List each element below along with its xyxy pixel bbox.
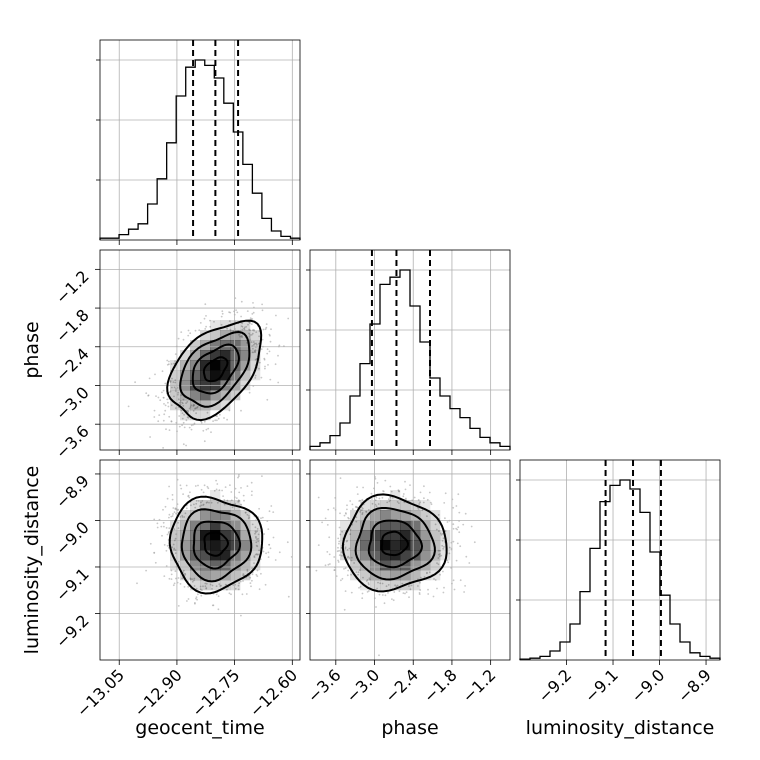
contour-line	[168, 495, 264, 595]
x-axis-label-geocent-time: geocent_time	[135, 717, 264, 739]
contour-line	[202, 356, 229, 383]
x-tick-label-phase: −1.2	[459, 665, 500, 706]
x-tick-label-geocent-time: −12.60	[246, 665, 301, 720]
y-tick-label-luminosity-distance: −9.0	[52, 518, 93, 559]
y-tick-label-phase: −3.6	[52, 422, 93, 463]
contour-line	[367, 519, 424, 569]
panel-frame-phase-vs-luminosity-distance	[309, 459, 511, 661]
hist-frame-phase	[309, 249, 511, 451]
y-axis-label-phase: phase	[21, 321, 43, 378]
panel-frame-geocent-time-vs-phase	[99, 249, 301, 451]
grid-layer	[100, 40, 720, 660]
hist-frame-luminosity-distance	[519, 459, 721, 661]
x-tick-label-luminosity-distance: −9.2	[534, 665, 575, 706]
contour-line	[380, 530, 410, 557]
x-tick-label-luminosity-distance: −8.9	[674, 665, 715, 706]
x-tick-label-luminosity-distance: −9.0	[627, 665, 668, 706]
y-tick-label-luminosity-distance: −8.9	[52, 471, 93, 512]
x-tick-label-luminosity-distance: −9.1	[581, 665, 622, 706]
y-tick-label-phase: −1.8	[52, 305, 93, 346]
contour-line	[192, 520, 242, 570]
y-tick-label-phase: −1.2	[52, 267, 93, 308]
contour-line	[203, 531, 230, 557]
y-tick-label-luminosity-distance: −9.2	[52, 611, 93, 652]
y-tick-label-luminosity-distance: −9.1	[52, 564, 93, 605]
histogram-phase	[309, 269, 511, 450]
x-tick-label-phase: −1.8	[420, 665, 461, 706]
contour-line	[179, 330, 251, 408]
y-tick-label-phase: −2.4	[52, 344, 93, 385]
y-tick-label-phase: −3.0	[52, 383, 93, 424]
panel-frame-geocent-time-vs-luminosity-distance	[99, 459, 301, 661]
x-tick-label-geocent-time: −13.05	[73, 665, 128, 720]
x-tick-label-phase: −3.0	[342, 665, 383, 706]
contour-line	[180, 508, 253, 583]
x-tick-label-phase: −2.4	[381, 665, 422, 706]
contour-line	[191, 343, 241, 395]
contour-line	[166, 319, 263, 422]
frames-layer	[99, 39, 721, 661]
x-axis-label-phase: phase	[381, 717, 438, 739]
density-panel-geocent-time-vs-phase	[127, 297, 290, 449]
density-layer	[127, 297, 476, 657]
density-panel-geocent-time-vs-luminosity-distance	[136, 473, 293, 617]
x-tick-label-geocent-time: −12.75	[188, 665, 243, 720]
histogram-geocent-time	[99, 59, 301, 240]
x-axis-label-luminosity-distance: luminosity_distance	[526, 717, 715, 739]
contour-line	[341, 493, 448, 593]
x-tick-label-phase: −3.6	[304, 665, 345, 706]
histogram-luminosity-distance	[519, 479, 721, 660]
hist-frame-geocent-time	[99, 39, 301, 241]
marks-layer	[99, 40, 721, 660]
x-tick-label-geocent-time: −12.90	[130, 665, 185, 720]
y-axis-label-luminosity-distance: luminosity_distance	[21, 466, 43, 655]
contour-line	[354, 507, 436, 581]
